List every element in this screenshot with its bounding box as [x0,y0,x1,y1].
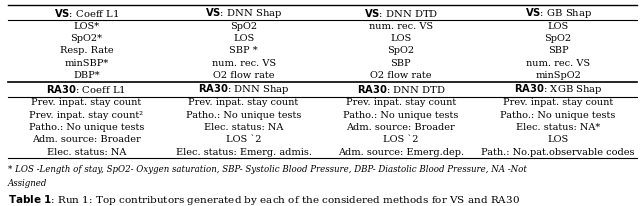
Text: Prev. inpat. stay count: Prev. inpat. stay count [31,98,141,107]
Text: $\mathbf{Table\ 1}$: Run 1: Top contributors generated by each of the considered: $\mathbf{Table\ 1}$: Run 1: Top contribu… [8,193,520,206]
Text: num. rec. VS: num. rec. VS [526,59,590,68]
Text: $\mathbf{VS}$: GB Shap: $\mathbf{VS}$: GB Shap [525,6,592,20]
Text: num. rec. VS: num. rec. VS [212,59,276,68]
Text: SBP *: SBP * [229,46,258,55]
Text: O2 flow rate: O2 flow rate [370,71,431,80]
Text: Prev. inpat. stay count: Prev. inpat. stay count [188,98,299,107]
Text: Patho.: No unique tests: Patho.: No unique tests [500,111,616,120]
Text: SpO2*: SpO2* [70,34,102,43]
Text: Elec. status: Emerg. admis.: Elec. status: Emerg. admis. [175,148,312,157]
Text: SpO2: SpO2 [230,22,257,31]
Text: LOS: LOS [390,34,412,43]
Text: SpO2: SpO2 [387,46,415,55]
Text: Prev. inpat. stay count²: Prev. inpat. stay count² [29,111,143,120]
Text: Elec. status: NA: Elec. status: NA [204,123,284,132]
Text: SBP: SBP [548,46,568,55]
Text: $\mathbf{VS}$: Coeff L1: $\mathbf{VS}$: Coeff L1 [54,7,119,19]
Text: $\mathbf{VS}$: DNN DTD: $\mathbf{VS}$: DNN DTD [364,7,438,19]
Text: SBP: SBP [390,59,411,68]
Text: LOS*: LOS* [73,22,99,31]
Text: $\mathbf{VS}$: DNN Shap: $\mathbf{VS}$: DNN Shap [205,6,282,20]
Text: $\mathbf{RA30}$: Coeff L1: $\mathbf{RA30}$: Coeff L1 [47,83,126,95]
Text: LOS: LOS [548,22,569,31]
Text: * LOS -Length of stay, SpO2- Oxygen saturation, SBP- Systolic Blood Pressure, DB: * LOS -Length of stay, SpO2- Oxygen satu… [8,165,527,174]
Text: Prev. inpat. stay count: Prev. inpat. stay count [346,98,456,107]
Text: Adm. source: Broader: Adm. source: Broader [32,135,141,144]
Text: $\mathbf{RA30}$: DNN Shap: $\mathbf{RA30}$: DNN Shap [198,82,289,96]
Text: O2 flow rate: O2 flow rate [213,71,275,80]
Text: Patho.: No unique tests: Patho.: No unique tests [29,123,144,132]
Text: SpO2: SpO2 [545,34,572,43]
Text: Elec. status: NA*: Elec. status: NA* [516,123,600,132]
Text: DBP*: DBP* [73,71,100,80]
Text: minSBP*: minSBP* [64,59,108,68]
Text: LOS: LOS [548,135,569,144]
Text: $\mathbf{RA30}$: XGB Shap: $\mathbf{RA30}$: XGB Shap [514,82,602,96]
Text: Adm. source: Broader: Adm. source: Broader [346,123,455,132]
Text: LOS `2: LOS `2 [226,135,261,144]
Text: $\mathbf{RA30}$: DNN DTD: $\mathbf{RA30}$: DNN DTD [356,83,445,95]
Text: Patho.: No unique tests: Patho.: No unique tests [186,111,301,120]
Text: LOS `2: LOS `2 [383,135,419,144]
Text: Elec. status: NA: Elec. status: NA [47,148,126,157]
Text: Patho.: No unique tests: Patho.: No unique tests [343,111,459,120]
Text: num. rec. VS: num. rec. VS [369,22,433,31]
Text: minSpO2: minSpO2 [535,71,581,80]
Text: Resp. Rate: Resp. Rate [60,46,113,55]
Text: Path.: No.pat.observable codes: Path.: No.pat.observable codes [481,148,635,157]
Text: LOS: LOS [233,34,254,43]
Text: Assigned: Assigned [8,179,47,188]
Text: Adm. source: Emerg.dep.: Adm. source: Emerg.dep. [338,148,464,157]
Text: Prev. inpat. stay count: Prev. inpat. stay count [503,98,613,107]
